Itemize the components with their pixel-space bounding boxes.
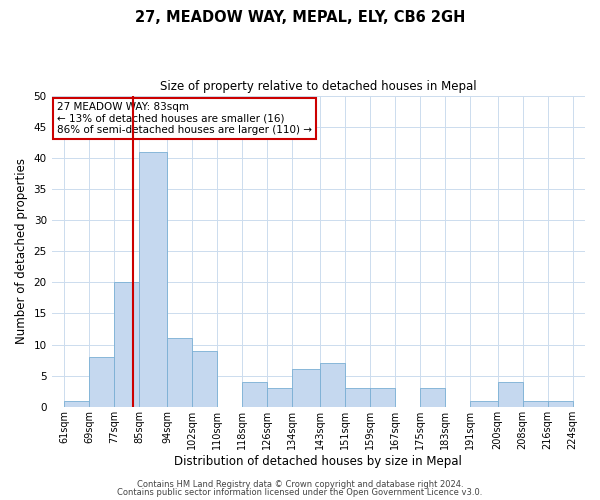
Text: 27 MEADOW WAY: 83sqm
← 13% of detached houses are smaller (16)
86% of semi-detac: 27 MEADOW WAY: 83sqm ← 13% of detached h… <box>57 102 312 135</box>
Bar <box>242 382 267 407</box>
X-axis label: Distribution of detached houses by size in Mepal: Distribution of detached houses by size … <box>175 454 462 468</box>
Bar <box>89 357 114 407</box>
Bar <box>292 370 320 407</box>
Bar <box>192 351 217 407</box>
Bar <box>64 400 89 407</box>
Bar <box>345 388 370 407</box>
Text: 27, MEADOW WAY, MEPAL, ELY, CB6 2GH: 27, MEADOW WAY, MEPAL, ELY, CB6 2GH <box>135 10 465 25</box>
Y-axis label: Number of detached properties: Number of detached properties <box>15 158 28 344</box>
Bar <box>470 400 497 407</box>
Bar <box>419 388 445 407</box>
Bar <box>139 152 167 407</box>
Bar <box>523 400 548 407</box>
Bar <box>370 388 395 407</box>
Bar <box>320 363 345 407</box>
Bar <box>114 282 139 407</box>
Text: Contains HM Land Registry data © Crown copyright and database right 2024.: Contains HM Land Registry data © Crown c… <box>137 480 463 489</box>
Text: Contains public sector information licensed under the Open Government Licence v3: Contains public sector information licen… <box>118 488 482 497</box>
Bar <box>267 388 292 407</box>
Bar <box>167 338 192 407</box>
Bar <box>548 400 572 407</box>
Title: Size of property relative to detached houses in Mepal: Size of property relative to detached ho… <box>160 80 476 93</box>
Bar <box>497 382 523 407</box>
